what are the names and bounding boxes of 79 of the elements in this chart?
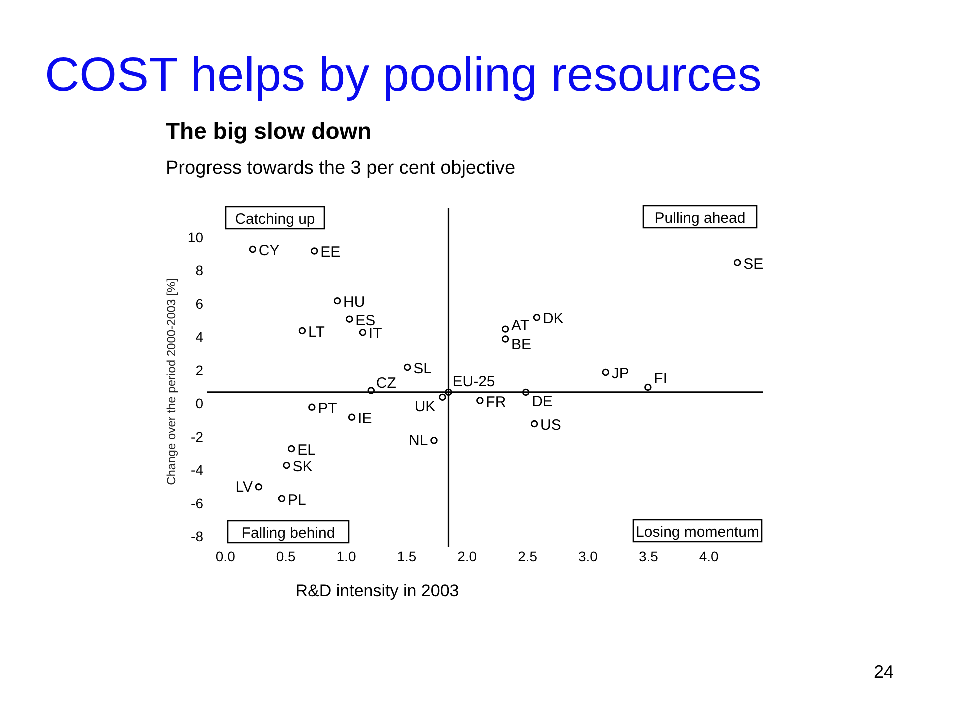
point [530, 420, 538, 428]
y-tick-label: -8 [191, 528, 204, 545]
point [298, 327, 306, 335]
series-label: CZ [376, 374, 396, 392]
x-tick-label: 2.0 [458, 548, 478, 564]
series-label: UK [414, 398, 436, 416]
point [310, 248, 318, 255]
x-tick-label: 4.0 [699, 548, 720, 564]
point [602, 368, 610, 376]
point [644, 384, 652, 392]
series-label: FI [654, 370, 668, 388]
text: COST helps by pooling resources [45, 49, 762, 102]
y-tick-label: -4 [191, 462, 204, 478]
x-tick-label: 3.5 [638, 548, 659, 564]
series-label: FR [486, 394, 506, 411]
point [255, 484, 263, 491]
point [348, 414, 356, 421]
annotation: Catching up [235, 211, 316, 228]
y-axis-title: Change over the period 2000-2003 [%] [164, 278, 178, 486]
y-tick-label: 0 [196, 396, 204, 412]
text: 24 [874, 662, 894, 682]
series-label: DE [532, 393, 553, 410]
y-tick-label: -6 [191, 495, 204, 512]
x-axis-title: R&D intensity in 2003 [296, 582, 460, 600]
annotation: Pulling ahead [654, 210, 746, 227]
point [445, 388, 452, 396]
series-label: CY [258, 242, 280, 260]
y-tick-label: -2 [191, 428, 204, 445]
point [249, 246, 257, 254]
x-tick-label: 0.5 [276, 548, 296, 564]
series-label: LV [236, 479, 253, 496]
x-tick-label: 2.5 [518, 548, 538, 564]
series-label: PL [288, 492, 306, 509]
y-tick-label: 8 [196, 262, 204, 279]
series-label: SE [744, 256, 764, 273]
series-label: AT [512, 317, 530, 334]
point [308, 404, 316, 412]
series-label: HU [344, 294, 366, 312]
point [288, 445, 296, 453]
series-label: US [540, 417, 562, 434]
series-label: PT [318, 400, 338, 418]
series-label: DK [542, 310, 564, 328]
point [430, 437, 438, 444]
point [283, 462, 290, 470]
y-tick-label: 6 [196, 296, 204, 312]
point [502, 336, 510, 343]
series-label: NL [409, 432, 428, 450]
point [734, 259, 742, 266]
x-tick-label: 1.5 [397, 548, 417, 564]
chart-title: The big slow down [166, 118, 372, 144]
point [404, 364, 412, 372]
x-tick-label: 0.0 [216, 548, 236, 564]
chart-subtitle: Progress towards the 3 per cent objective [166, 158, 516, 179]
x-tick-label: 3.0 [578, 548, 598, 564]
point [533, 314, 541, 322]
series-label: BE [512, 336, 532, 354]
point [278, 495, 286, 502]
y-tick-label: 10 [188, 229, 204, 246]
series-label: JP [612, 366, 630, 383]
series-label: EE [320, 244, 341, 262]
series-label: IE [358, 410, 372, 428]
annotation: Falling behind [242, 525, 336, 542]
point [334, 297, 342, 305]
series-label: SL [414, 360, 432, 378]
series-label: LT [308, 324, 325, 341]
annotation: Losing momentum [636, 524, 760, 541]
series-label: EU-25 [452, 373, 496, 390]
point [476, 397, 484, 404]
series-label: EL [298, 442, 316, 459]
x-tick-label: 1.0 [336, 548, 356, 564]
y-tick-label: 2 [196, 362, 204, 378]
y-tick-label: 4 [196, 329, 204, 346]
point [522, 388, 530, 396]
point [439, 394, 446, 402]
point [368, 387, 375, 394]
series-label: SK [292, 458, 313, 476]
point [502, 326, 510, 333]
point [359, 329, 367, 336]
point [346, 316, 354, 323]
